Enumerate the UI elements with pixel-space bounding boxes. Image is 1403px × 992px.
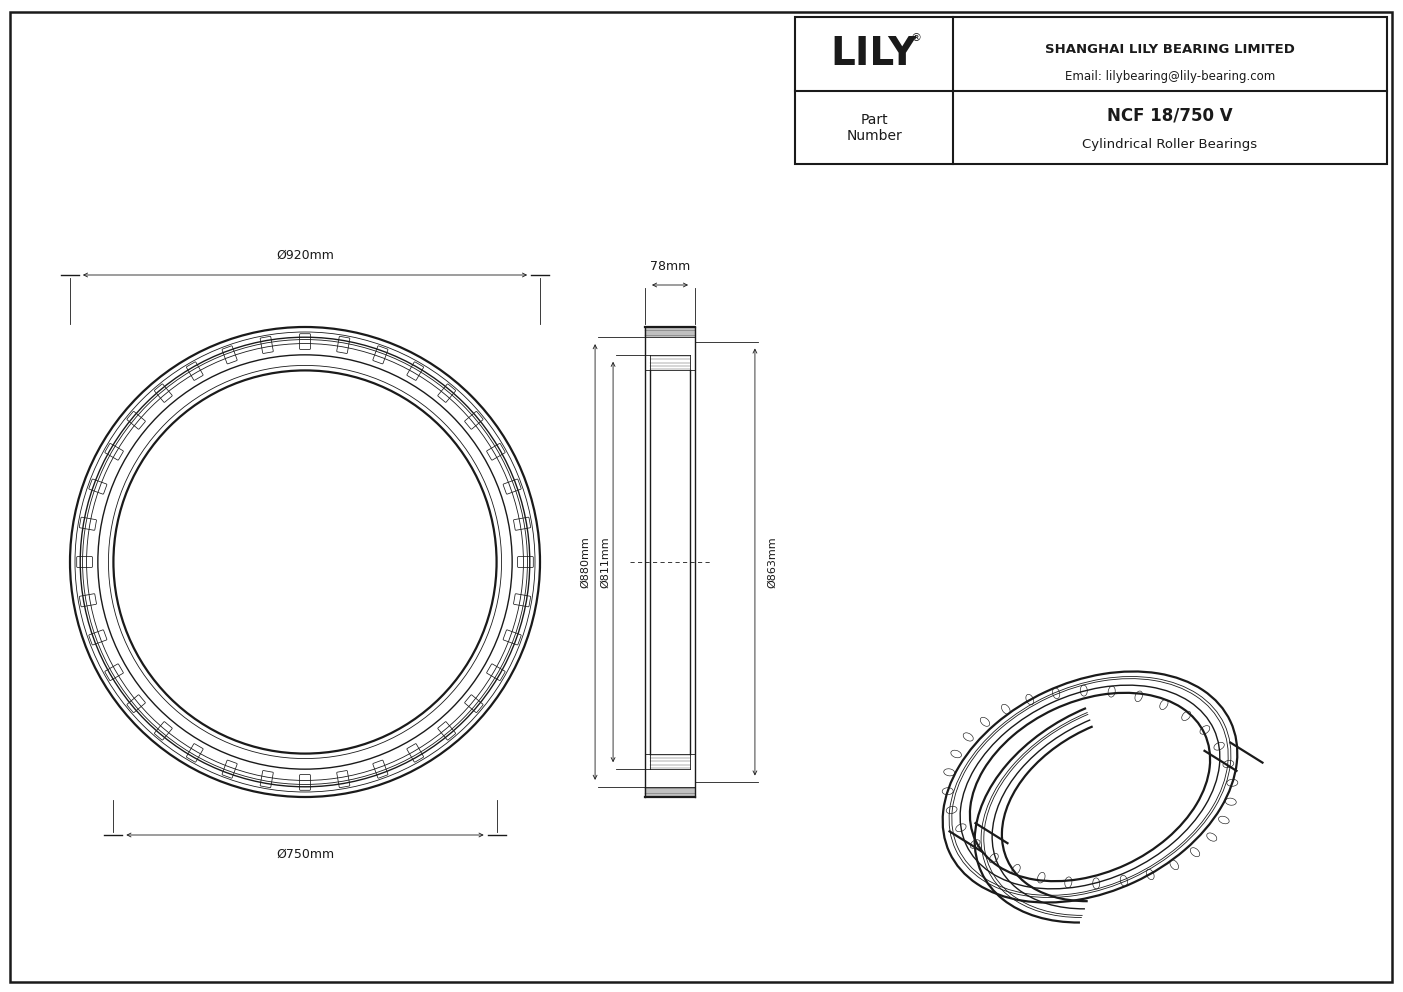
- Text: 78mm: 78mm: [650, 260, 690, 273]
- Text: LILY: LILY: [831, 36, 918, 73]
- Text: SHANGHAI LILY BEARING LIMITED: SHANGHAI LILY BEARING LIMITED: [1045, 43, 1295, 56]
- Text: Ø811mm: Ø811mm: [600, 537, 610, 588]
- Bar: [796, 17, 1388, 164]
- Text: Part
Number: Part Number: [846, 113, 902, 143]
- Text: Ø863mm: Ø863mm: [767, 537, 777, 588]
- Text: Email: lilybearing@lily-bearing.com: Email: lilybearing@lily-bearing.com: [1065, 70, 1275, 83]
- Text: Ø920mm: Ø920mm: [276, 249, 334, 262]
- Text: ®: ®: [911, 34, 922, 44]
- Text: Ø750mm: Ø750mm: [276, 848, 334, 861]
- Text: Cylindrical Roller Bearings: Cylindrical Roller Bearings: [1083, 139, 1257, 152]
- Text: NCF 18/750 V: NCF 18/750 V: [1107, 106, 1233, 124]
- Text: Ø880mm: Ø880mm: [579, 536, 591, 588]
